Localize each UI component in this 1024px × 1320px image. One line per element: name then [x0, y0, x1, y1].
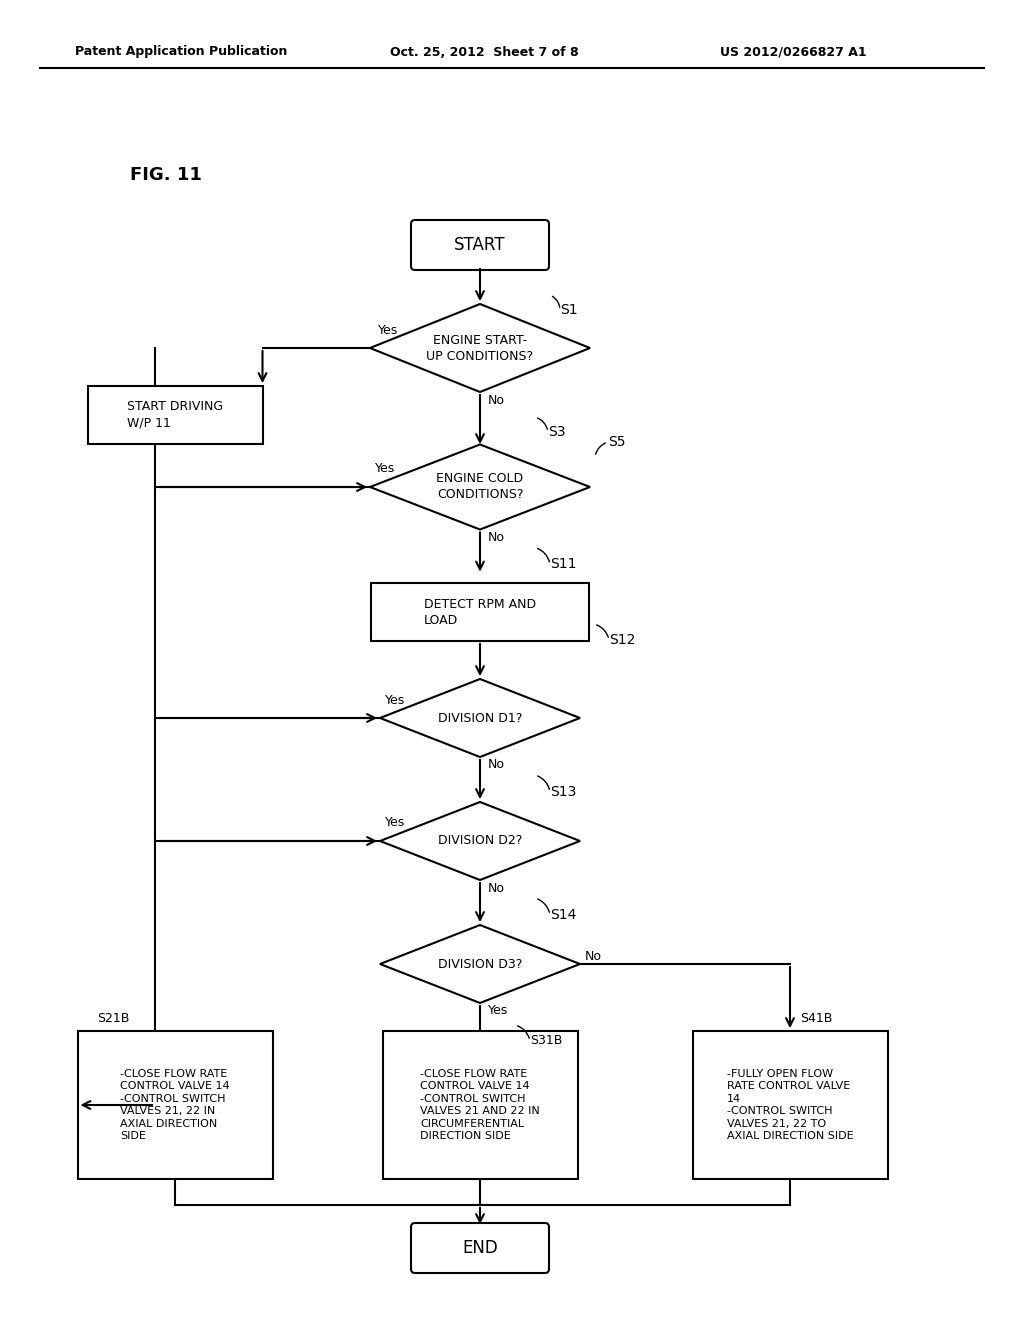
Bar	[371, 583, 589, 642]
Text: S21B: S21B	[97, 1011, 130, 1024]
Bar	[383, 1031, 578, 1179]
Text: S3: S3	[548, 425, 565, 440]
Text: Yes: Yes	[385, 693, 406, 706]
Polygon shape	[370, 304, 590, 392]
Text: S12: S12	[609, 634, 635, 647]
Text: US 2012/0266827 A1: US 2012/0266827 A1	[720, 45, 866, 58]
Text: DIVISION D1?: DIVISION D1?	[438, 711, 522, 725]
Text: -FULLY OPEN FLOW
RATE CONTROL VALVE
14
-CONTROL SWITCH
VALVES 21, 22 TO
AXIAL DI: -FULLY OPEN FLOW RATE CONTROL VALVE 14 -…	[727, 1069, 853, 1140]
Text: FIG. 11: FIG. 11	[130, 166, 202, 183]
Text: No: No	[488, 759, 505, 771]
Bar	[692, 1031, 888, 1179]
Text: Yes: Yes	[375, 462, 395, 475]
Text: S14: S14	[550, 908, 577, 921]
Text: S1: S1	[560, 304, 578, 317]
Text: S11: S11	[550, 557, 577, 572]
Bar	[87, 385, 262, 444]
FancyBboxPatch shape	[411, 220, 549, 271]
Text: Patent Application Publication: Patent Application Publication	[75, 45, 288, 58]
Text: No: No	[488, 393, 505, 407]
Polygon shape	[380, 678, 580, 756]
Text: S41B: S41B	[800, 1011, 833, 1024]
Polygon shape	[380, 803, 580, 880]
Text: Yes: Yes	[378, 323, 398, 337]
Text: S31B: S31B	[530, 1035, 562, 1048]
Text: No: No	[585, 949, 602, 962]
Text: Oct. 25, 2012  Sheet 7 of 8: Oct. 25, 2012 Sheet 7 of 8	[390, 45, 579, 58]
Text: DIVISION D2?: DIVISION D2?	[438, 834, 522, 847]
Text: Yes: Yes	[488, 1005, 508, 1018]
Text: ENGINE COLD
CONDITIONS?: ENGINE COLD CONDITIONS?	[436, 473, 523, 502]
Text: -CLOSE FLOW RATE
CONTROL VALVE 14
-CONTROL SWITCH
VALVES 21, 22 IN
AXIAL DIRECTI: -CLOSE FLOW RATE CONTROL VALVE 14 -CONTR…	[120, 1069, 229, 1140]
Text: START: START	[455, 236, 506, 253]
Text: DETECT RPM AND
LOAD: DETECT RPM AND LOAD	[424, 598, 536, 627]
Text: START DRIVING
W/P 11: START DRIVING W/P 11	[127, 400, 223, 429]
Text: No: No	[488, 882, 505, 895]
Text: Yes: Yes	[385, 817, 406, 829]
Text: -CLOSE FLOW RATE
CONTROL VALVE 14
-CONTROL SWITCH
VALVES 21 AND 22 IN
CIRCUMFERE: -CLOSE FLOW RATE CONTROL VALVE 14 -CONTR…	[420, 1069, 540, 1140]
Text: ENGINE START-
UP CONDITIONS?: ENGINE START- UP CONDITIONS?	[426, 334, 534, 363]
Bar	[78, 1031, 272, 1179]
Polygon shape	[380, 925, 580, 1003]
FancyBboxPatch shape	[411, 1224, 549, 1272]
Polygon shape	[370, 445, 590, 529]
Text: DIVISION D3?: DIVISION D3?	[438, 957, 522, 970]
Text: S5: S5	[608, 436, 626, 449]
Text: S13: S13	[550, 785, 577, 799]
Text: END: END	[462, 1239, 498, 1257]
Text: No: No	[488, 531, 505, 544]
